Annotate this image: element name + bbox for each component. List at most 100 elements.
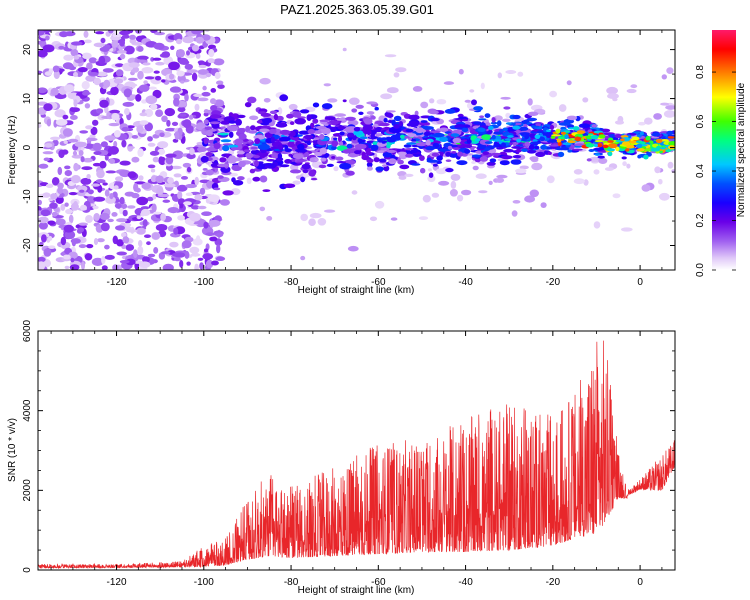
spectral-blob [197,257,204,261]
spectral-blob [205,259,214,269]
spectral-blob [500,96,511,100]
spectral-blob [162,199,171,203]
spectral-blob [155,175,164,184]
spectral-blob [478,190,488,194]
spectrogram-y-label: Frequency (Hz) [7,116,18,185]
spectral-blob [151,232,160,240]
spectral-blob [457,194,464,202]
spectral-blob [119,207,124,215]
spectral-blob [179,260,184,268]
spectral-blob [144,76,155,80]
spectral-blob [145,95,158,105]
spectral-blob [213,99,225,107]
spectral-blob [91,257,104,266]
spectral-blob [593,144,598,147]
spectral-blob [336,161,347,164]
spectral-blob [133,249,138,259]
spectral-blob [155,224,168,232]
spectral-blob [57,186,64,195]
spectral-blob [136,125,144,133]
spectral-blob [337,135,343,143]
spectral-blob [292,180,301,185]
spectral-blob [142,219,148,228]
spectral-blob [512,155,522,159]
spectral-blob [138,84,150,92]
spectral-blob [342,47,347,52]
spectral-blob [175,38,183,45]
spectral-blob [169,73,175,80]
spectral-blob [192,238,203,246]
spectral-blob [386,149,397,153]
spectral-blob [189,246,200,254]
spectral-blob [46,118,52,127]
spectral-blob [551,134,561,137]
spectral-blob [428,172,434,178]
spectral-blob [205,169,214,176]
spectral-blob [86,196,97,204]
spectral-blob [339,131,345,136]
spectral-blob [124,225,132,231]
spectral-blob [257,144,270,150]
spectral-blob [626,144,635,149]
spectral-blob [351,190,358,195]
spectral-blob [104,135,116,141]
spectral-blob [403,144,412,148]
spectral-blob [314,152,323,157]
spectral-blob [188,114,194,120]
spectral-blob [444,108,456,114]
spectral-blob [137,148,144,158]
spectral-blob [278,136,291,142]
spectral-blob [153,211,162,215]
spectral-blob [345,116,356,121]
spectral-blob [96,108,104,114]
spectral-blob [191,72,198,82]
spectral-blob [246,177,252,184]
spectral-blob [593,169,600,175]
spectral-blob [121,232,127,238]
spectral-blob [300,213,309,222]
spectral-blob [52,65,60,73]
spectral-blob [420,167,426,174]
spectral-blob [374,133,383,137]
spectral-blob [312,118,319,124]
spectral-blob [107,218,114,223]
spectral-blob [411,163,421,166]
spectral-blob [40,209,51,217]
spectral-blob [82,91,90,96]
spectral-blob [228,131,234,138]
spectral-blob [136,59,148,63]
spectral-blob [71,238,77,247]
spectrogram-x-ticks: -120 -100 -80 -60 -40 -20 0 [50,30,663,288]
spectral-blob [386,138,397,143]
spectral-blob [425,146,436,151]
spectral-blob [655,138,663,144]
snr-panel: -120 -100 -80 -60 -40 -20 0 0 2000 4000 6000 Heig… [7,319,676,596]
spectral-blob [65,208,74,215]
spectral-blob [197,69,209,75]
spectral-blob [176,49,185,58]
x-tick-label: -100 [194,277,214,288]
spectral-blob [121,126,130,132]
x-tick-label: -40 [458,577,473,588]
spectral-blob [309,157,317,163]
spectral-blob [150,103,158,111]
spectral-blob [217,175,224,179]
spectral-blob [398,121,403,127]
spectral-blob [457,151,464,157]
spectral-blob [43,248,52,257]
spectral-blob [288,103,298,111]
spectral-blob [396,148,402,153]
spectral-blob [186,261,191,266]
spectral-blob [484,130,493,134]
spectral-blob [185,183,198,189]
spectral-blob [400,134,405,139]
spectral-blob [182,36,194,44]
spectral-blob [391,119,396,126]
spectral-blob [335,156,344,161]
spectral-blob [109,193,114,200]
spectral-blob [74,141,87,148]
spectral-blob [119,196,125,205]
spectral-blob [169,241,179,248]
spectral-blob [152,156,160,163]
spectral-blob [116,251,127,256]
